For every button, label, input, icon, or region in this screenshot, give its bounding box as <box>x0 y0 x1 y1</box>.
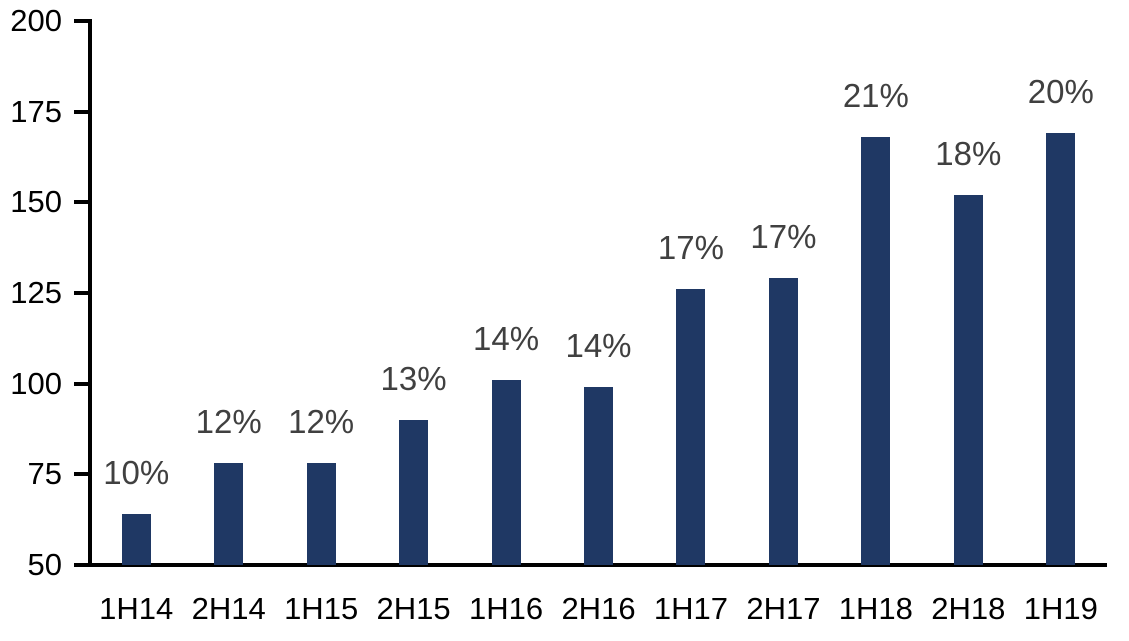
y-axis-tick-label: 175 <box>10 93 62 129</box>
y-axis-tick-label: 75 <box>27 456 62 492</box>
bar <box>768 278 798 565</box>
x-axis-tick-label: 2H18 <box>931 591 1006 626</box>
bar-value-label: 14% <box>473 320 540 358</box>
x-axis-tick-label: 1H19 <box>1023 591 1098 626</box>
x-axis-tick-label: 1H17 <box>653 591 729 626</box>
y-axis-tick-mark <box>74 19 88 23</box>
y-axis-tick-mark <box>74 563 88 567</box>
x-axis-tick-label: 1H18 <box>838 591 913 626</box>
y-axis-tick-mark <box>74 109 88 114</box>
x-axis-tick-label: 1H15 <box>284 591 359 626</box>
x-axis-tick-label: 1H16 <box>468 591 544 626</box>
y-axis-tick-label: 150 <box>10 184 62 220</box>
y-axis-line <box>88 19 92 567</box>
x-axis-tick-label: 2H17 <box>746 591 821 626</box>
y-axis-tick-label: 125 <box>10 275 62 310</box>
bar <box>399 419 429 565</box>
y-axis-tick-mark <box>74 381 88 386</box>
y-axis-tick-label: 200 <box>10 3 62 38</box>
bar <box>214 463 244 565</box>
x-axis-line <box>74 563 1107 567</box>
y-axis-tick-label: 50 <box>27 547 62 582</box>
x-axis-tick-label: 2H16 <box>561 591 636 626</box>
x-axis-tick-label: 1H14 <box>99 591 174 626</box>
bar-value-label: 13% <box>380 359 447 397</box>
bar-value-label: 12% <box>288 403 355 441</box>
bar <box>676 289 706 565</box>
bar <box>306 463 336 565</box>
bar-value-label: 21% <box>842 77 909 115</box>
bar <box>584 387 613 565</box>
bar-value-label: 14% <box>565 327 632 365</box>
bar-value-label: 10% <box>103 454 170 492</box>
bar <box>861 137 891 565</box>
bar-value-label: 17% <box>750 218 817 256</box>
y-axis-tick-mark <box>74 291 88 295</box>
bar <box>1046 133 1076 565</box>
y-axis-tick-label: 100 <box>10 365 62 401</box>
x-axis-tick-label: 2H15 <box>376 591 451 626</box>
bar <box>953 195 983 565</box>
bar-value-label: 12% <box>195 403 262 441</box>
bar-value-label: 20% <box>1027 73 1094 111</box>
bar <box>491 380 521 565</box>
x-axis-tick-label: 2H14 <box>191 591 266 626</box>
y-axis-tick-mark <box>74 472 88 477</box>
bar-value-label: 17% <box>657 229 724 267</box>
y-axis-tick-mark <box>74 200 88 205</box>
bar <box>121 514 151 565</box>
bar-value-label: 18% <box>935 135 1002 173</box>
